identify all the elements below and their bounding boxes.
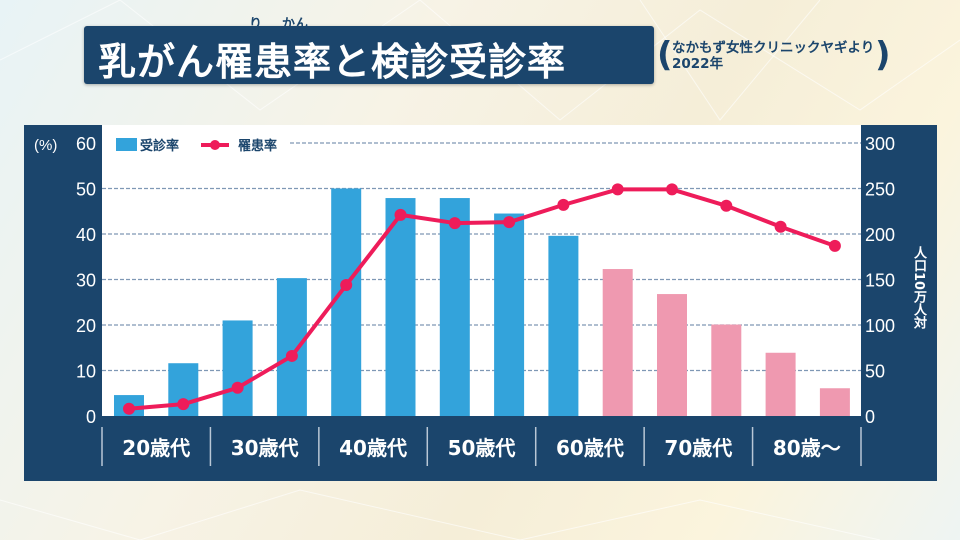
point-incidence	[448, 217, 461, 230]
point-incidence	[394, 208, 407, 221]
point-incidence	[177, 398, 190, 411]
legend-label-screening: 受診率	[140, 138, 179, 154]
bar-screening	[711, 324, 742, 416]
point-incidence	[611, 183, 624, 196]
source-line-2: 2022年	[672, 56, 724, 72]
x-category-label: 40歳代	[339, 436, 407, 460]
point-incidence	[340, 278, 353, 291]
x-category-label: 80歳～	[773, 436, 841, 460]
right-tick-label: 300	[865, 134, 895, 154]
point-incidence	[231, 381, 244, 394]
legend-marker-incidence	[210, 140, 220, 150]
left-tick-label: 10	[76, 362, 96, 382]
left-tick-label: 20	[76, 316, 96, 336]
bar-screening	[494, 213, 525, 416]
source-line-1: なかもず女性クリニックヤギより	[672, 40, 875, 56]
left-tick-label: 60	[76, 134, 96, 154]
right-tick-label: 100	[865, 316, 895, 336]
left-tick-label: 30	[76, 271, 96, 291]
x-category-label: 70歳代	[664, 436, 732, 460]
left-axis-unit: (%)	[34, 137, 57, 154]
right-tick-label: 250	[865, 180, 895, 200]
x-category-label: 20歳代	[122, 436, 190, 460]
point-incidence	[828, 239, 841, 252]
bar-screening	[331, 188, 362, 416]
ruby-kan: かん	[282, 17, 309, 32]
ruby-ri: り	[249, 17, 263, 32]
point-incidence	[774, 220, 787, 233]
x-category-label: 60歳代	[556, 436, 624, 460]
source-paren-open: (	[657, 35, 673, 75]
bar-screening	[548, 235, 579, 416]
bar-screening	[385, 198, 416, 416]
left-tick-label: 40	[76, 225, 96, 245]
x-category-label: 30歳代	[231, 436, 299, 460]
point-incidence	[720, 199, 733, 212]
right-tick-label: 50	[865, 362, 885, 382]
right-axis-label: 人口10万人対	[911, 246, 926, 330]
right-tick-label: 150	[865, 271, 895, 291]
bar-screening	[765, 352, 796, 416]
right-tick-label: 0	[865, 407, 875, 427]
bar-screening	[657, 294, 687, 416]
bar-screening	[819, 388, 850, 416]
page-title: 乳がん罹患率と検診受診率	[98, 40, 567, 84]
right-tick-label: 200	[865, 225, 895, 245]
point-incidence	[285, 349, 298, 362]
legend-label-incidence: 罹患率	[238, 138, 277, 154]
source-note: なかもず女性クリニックヤギより 2022年	[672, 40, 874, 72]
point-incidence	[503, 216, 516, 229]
bar-screening	[439, 198, 470, 416]
line-incidence	[128, 187, 836, 411]
point-incidence	[666, 183, 678, 196]
bar-screening	[602, 269, 633, 416]
point-incidence	[557, 198, 570, 211]
left-tick-label: 50	[76, 180, 96, 200]
x-category-label: 50歳代	[448, 436, 516, 460]
legend-swatch-screening	[116, 138, 137, 151]
title-banner	[84, 26, 654, 84]
left-tick-label: 0	[86, 407, 96, 427]
point-incidence	[123, 402, 135, 415]
source-paren-close: )	[875, 35, 891, 75]
bar-screening	[276, 278, 307, 416]
bar-screening	[222, 320, 253, 416]
